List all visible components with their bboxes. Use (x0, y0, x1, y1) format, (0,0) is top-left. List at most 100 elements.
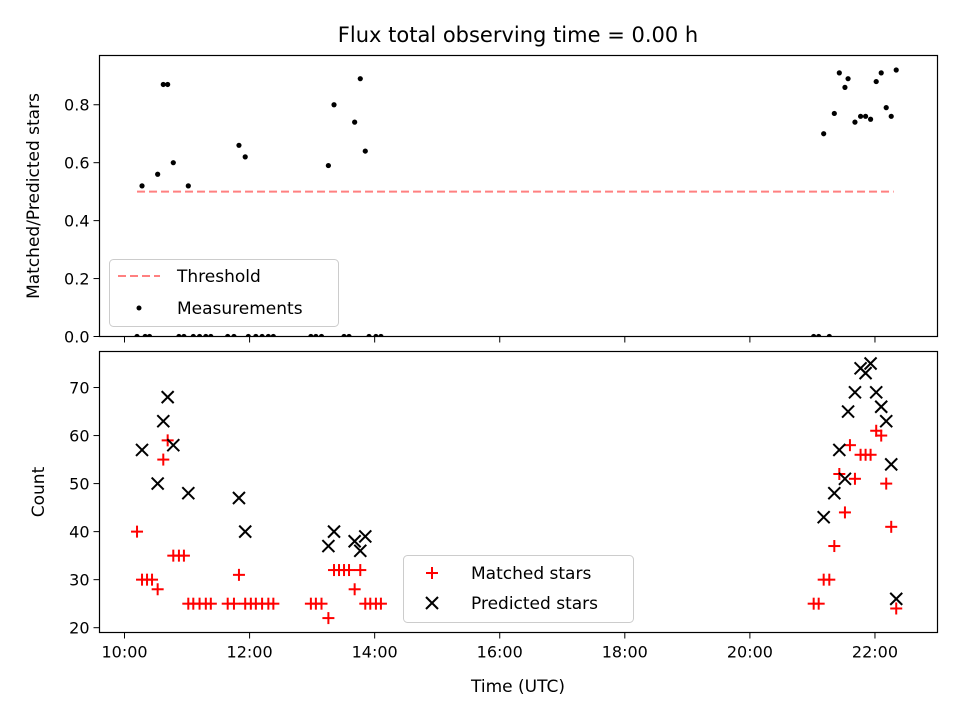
predicted-stars-point (874, 400, 888, 414)
ratio-y-ticks: 0.0 0.2 0.4 0.6 0.8 (64, 96, 100, 347)
measurement-point (313, 333, 319, 337)
matched-stars-point (812, 597, 825, 610)
count-x-tick-label: 12:00 (227, 643, 273, 662)
predicted-stars-point (327, 524, 341, 539)
measurement-point (378, 333, 384, 337)
count-x-ticks: 10:00 12:00 14:00 16:00 18:00 20:00 22:00 (101, 632, 898, 662)
predicted-stars-point (889, 592, 903, 606)
measurement-point (341, 333, 347, 337)
predicted-stars-point (321, 539, 336, 553)
measurement-point (873, 78, 879, 85)
measurement-point (811, 333, 817, 337)
predicted-stars-point (232, 491, 246, 505)
predicted-stars-point (347, 534, 362, 548)
x-axis-label: Time (UTC) (470, 677, 565, 697)
threshold-legend-label: Threshold (176, 267, 261, 287)
measurement-point (139, 183, 145, 189)
matched-legend-label: Matched stars (471, 564, 591, 584)
count-y-tick-label: 20 (69, 619, 89, 638)
measurement-point (196, 333, 203, 337)
matched-stars-point (828, 540, 841, 553)
measurement-point (816, 333, 822, 337)
count-plot-area (131, 356, 903, 625)
predicted-stars-point (841, 404, 855, 419)
measurement-point (362, 148, 368, 154)
measurement-point (134, 333, 140, 337)
measurement-point (352, 119, 358, 125)
matched-stars-point (848, 472, 861, 485)
measurement-point (170, 160, 176, 166)
measurement-point (845, 76, 851, 82)
ratio-plot-area (134, 67, 899, 337)
matched-stars-point (890, 602, 903, 615)
count-x-tick-label: 18:00 (602, 643, 648, 662)
ratio-panel: Flux total observing time = 0.00 h Match… (24, 23, 939, 347)
matched-stars-point (348, 583, 361, 596)
predicted-stars-point (358, 529, 372, 544)
predicted-stars-point (832, 443, 847, 457)
matched-stars-point (823, 573, 836, 586)
matched-stars-point (374, 597, 387, 610)
ratio-y-tick-label: 0.0 (64, 328, 89, 347)
count-axes-frame (98, 350, 939, 634)
measurement-point (253, 333, 259, 337)
measurement-point (176, 333, 182, 337)
matched-stars-point (267, 597, 280, 610)
measurement-point (857, 113, 864, 119)
measurement-point (236, 142, 242, 148)
measurement-point (155, 171, 161, 177)
measurement-point (883, 105, 889, 111)
predicted-stars-point (827, 486, 842, 500)
ratio-y-tick-label: 0.6 (64, 154, 89, 173)
measurement-point (878, 70, 884, 76)
count-y-tick-label: 60 (69, 427, 89, 446)
measurement-point (366, 333, 372, 337)
predicted-stars-point (863, 356, 878, 371)
measurement-point (142, 333, 148, 337)
measurements-legend-dot-icon (136, 305, 142, 311)
measurement-point (852, 119, 858, 125)
count-x-tick-label: 20:00 (727, 643, 773, 662)
matched-stars-point (838, 506, 851, 519)
predicted-stars-point (156, 414, 170, 428)
matched-stars-point (843, 439, 856, 452)
count-x-tick-label: 14:00 (352, 643, 398, 662)
ratio-y-tick-label: 0.8 (64, 96, 89, 115)
predicted-stars-point (238, 524, 252, 539)
count-y-tick-label: 70 (69, 379, 89, 398)
predicted-stars-point (150, 476, 165, 491)
count-x-tick-label: 16:00 (477, 643, 523, 662)
predicted-stars-point (869, 385, 883, 400)
ratio-y-axis-label: Matched/Predicted stars (24, 93, 44, 299)
predicted-stars-point (353, 544, 367, 558)
measurement-point (270, 333, 276, 337)
matched-stars-point (875, 429, 888, 442)
measurement-point (331, 102, 337, 108)
measurement-point (165, 81, 171, 88)
measurement-point (190, 333, 196, 337)
predicted-legend-x-icon (425, 596, 439, 610)
measurement-point (842, 84, 848, 90)
measurement-point (231, 333, 237, 337)
count-y-tick-label: 30 (69, 571, 89, 590)
ratio-legend: Threshold Measurements (109, 259, 339, 327)
count-x-tick-label: 22:00 (852, 643, 898, 662)
measurement-point (265, 333, 271, 337)
matched-stars-point (131, 525, 144, 538)
measurement-point (225, 333, 231, 337)
measurement-point (821, 131, 827, 137)
measurement-point (308, 333, 314, 337)
matched-stars-point (343, 564, 356, 577)
ratio-y-tick-label: 0.2 (64, 270, 89, 289)
matched-stars-point (157, 453, 170, 466)
predicted-stars-point (879, 414, 893, 428)
count-panel: Count Time (UTC) 20 30 40 50 60 70 10:00 12:00… (29, 350, 939, 697)
matched-stars-point (880, 477, 893, 490)
count-y-axis-label: Count (29, 466, 49, 517)
measurement-point (318, 333, 325, 337)
matched-stars-point (885, 520, 898, 533)
measurement-point (245, 333, 251, 337)
measurement-point (862, 113, 869, 119)
count-y-tick-label: 50 (69, 475, 89, 494)
